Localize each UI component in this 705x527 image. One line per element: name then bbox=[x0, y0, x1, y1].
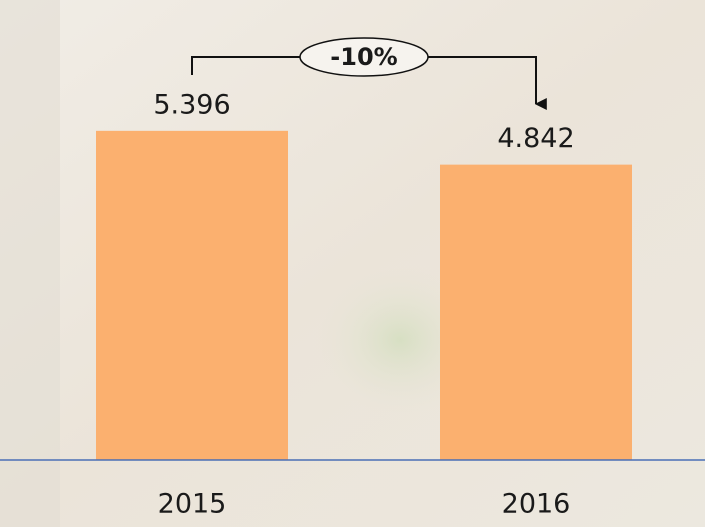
page: {"chart_data": {"type": "bar", "categori… bbox=[0, 0, 705, 527]
x-tick-label: 2016 bbox=[502, 489, 571, 520]
bar bbox=[96, 131, 288, 460]
x-tick-label: 2015 bbox=[158, 489, 227, 520]
chart: 5.396 2015 4.842 2016 -10% bbox=[0, 0, 705, 527]
bar bbox=[440, 165, 632, 460]
value-label: 5.396 bbox=[153, 89, 230, 120]
background-shade bbox=[0, 0, 60, 527]
annotation-text: -10% bbox=[330, 43, 397, 71]
value-label: 4.842 bbox=[497, 123, 574, 154]
